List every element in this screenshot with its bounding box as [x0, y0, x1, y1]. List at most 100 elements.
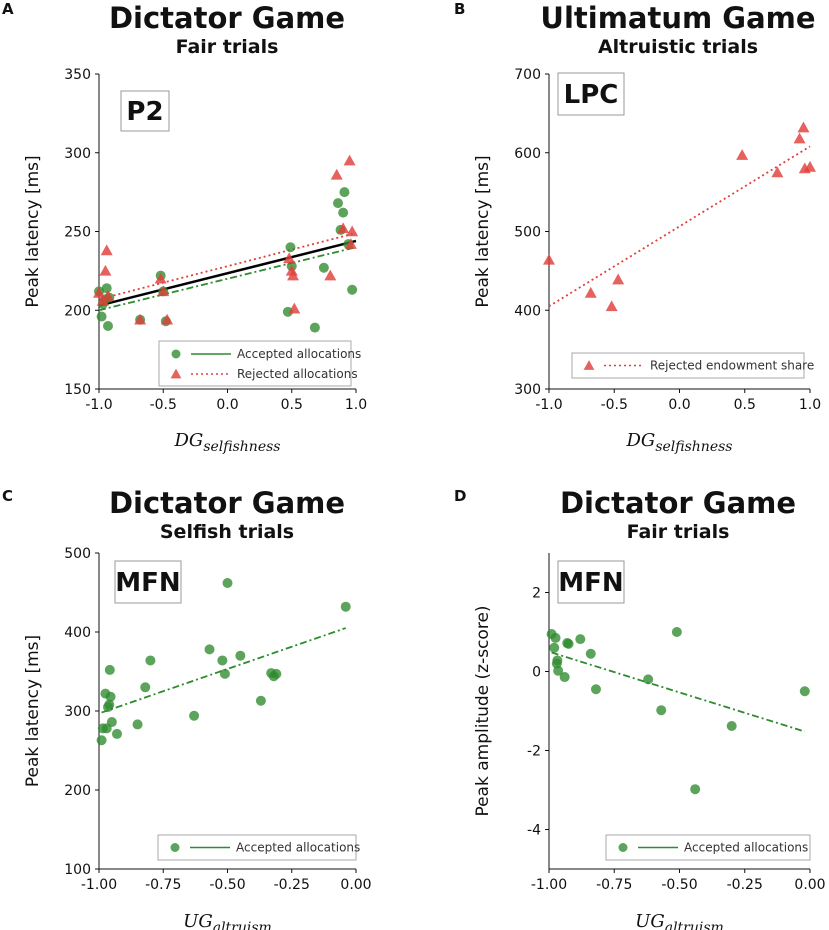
data-point-circle [552, 655, 563, 666]
chart-title: Dictator Game [109, 1, 345, 35]
data-point-triangle [612, 273, 625, 285]
panel-letter: A [2, 0, 14, 18]
x-tick-label: -1.0 [85, 397, 112, 413]
data-point-circle [282, 306, 293, 317]
data-point-circle [590, 684, 601, 695]
x-tick-label: -1.00 [531, 877, 567, 893]
y-tick-label: 250 [64, 225, 91, 241]
data-point-triangle [337, 222, 350, 234]
regression-line [98, 239, 357, 307]
x-tick-label: 1.0 [799, 397, 821, 413]
y-tick-label: 300 [514, 382, 541, 398]
data-point-circle [347, 284, 358, 295]
chart-subtitle: Fair trials [176, 36, 279, 58]
regression-line [98, 232, 357, 301]
data-point-triangle [161, 313, 174, 325]
y-axis-label: Peak latency [ms] [473, 155, 493, 307]
data-point-circle [96, 311, 107, 322]
x-tick-label: -0.25 [274, 877, 310, 893]
data-point-triangle [793, 132, 806, 144]
x-tick-label: -0.75 [596, 877, 632, 893]
legend-marker [170, 843, 180, 852]
x-tick-label: 0.0 [216, 397, 238, 413]
data-point-circle [217, 655, 228, 666]
data-point-triangle [287, 269, 300, 281]
x-tick-label: -0.25 [727, 877, 763, 893]
y-tick-label: 100 [64, 862, 91, 878]
data-point-circle [132, 719, 143, 730]
legend-marker [171, 349, 181, 359]
y-tick-label: 500 [514, 225, 541, 241]
legend-marker [170, 368, 182, 379]
data-point-circle [271, 668, 282, 679]
data-point-circle [204, 644, 215, 655]
x-axis-label-main: UG [635, 911, 665, 930]
component-tag: MFN [115, 568, 180, 598]
legend-label: Accepted allocations [236, 841, 360, 855]
data-point-circle [106, 717, 117, 728]
chart-title: Dictator Game [109, 486, 345, 520]
data-point-triangle [99, 264, 112, 276]
legend-marker [583, 360, 595, 370]
data-point-triangle [134, 313, 147, 325]
data-point-triangle [584, 286, 597, 298]
data-point-triangle [157, 285, 170, 297]
component-tag-box [120, 90, 170, 132]
y-axis-label: Peak amplitude (z-score) [473, 605, 493, 816]
data-point-triangle [804, 160, 816, 172]
x-axis-label-main: DG [626, 430, 656, 451]
y-axis-label: Peak latency [ms] [23, 635, 43, 787]
chart-subtitle: Fair trials [627, 521, 730, 543]
data-point-triangle [543, 253, 555, 265]
panel-letter: B [454, 0, 465, 18]
chart-subtitle: Selfish trials [160, 521, 294, 543]
data-point-circle [102, 321, 113, 331]
data-point-circle [104, 664, 115, 675]
data-point-circle [340, 601, 351, 612]
data-point-circle [105, 691, 116, 702]
x-axis-label: UGaltruism [635, 911, 724, 930]
data-point-circle [101, 283, 112, 294]
data-point-triangle [288, 302, 301, 314]
legend: Accepted allocations Rejected allocations [158, 340, 361, 387]
regression-line [98, 246, 357, 312]
component-tag: P2 [126, 97, 163, 127]
chart-title: Ultimatum Game [540, 1, 815, 35]
data-point-circle [585, 648, 596, 659]
data-point-triangle [93, 286, 105, 298]
data-point-triangle [283, 252, 296, 264]
x-axis-label-main: UG [183, 911, 213, 930]
data-point-circle [235, 650, 246, 661]
data-point-triangle [344, 238, 357, 249]
y-tick-label: 0 [532, 665, 541, 681]
data-point-circle [285, 242, 296, 253]
data-point-circle [338, 207, 349, 218]
data-point-circle [656, 705, 667, 716]
data-point-circle [309, 322, 320, 333]
data-point-circle [799, 686, 810, 697]
y-tick-label: 700 [514, 67, 541, 83]
x-tick-label: 0.00 [794, 877, 825, 893]
data-point-circle [559, 672, 570, 683]
x-tick-label: 1.0 [345, 397, 367, 413]
legend: Rejected endowment share [571, 352, 814, 379]
data-point-circle [140, 682, 151, 693]
component-tag-box [114, 560, 182, 604]
regression-line [101, 627, 347, 714]
x-tick-label: -0.5 [601, 397, 628, 413]
regression-line [548, 145, 811, 308]
x-axis-label: UGaltruism [183, 911, 272, 930]
data-point-circle [563, 638, 574, 649]
component-tag-box [557, 72, 625, 116]
component-tag-box [557, 560, 625, 604]
data-point-circle [111, 728, 122, 739]
x-tick-label: -0.50 [661, 877, 697, 893]
data-point-triangle [343, 154, 356, 166]
data-point-circle [643, 674, 654, 685]
data-point-circle [189, 710, 200, 721]
y-tick-label: 500 [64, 546, 91, 562]
y-tick-label: 300 [64, 704, 91, 720]
legend-label: Accepted allocations [684, 841, 808, 855]
data-point-circle [318, 262, 329, 273]
x-axis-label-sub: altruism [213, 920, 272, 930]
